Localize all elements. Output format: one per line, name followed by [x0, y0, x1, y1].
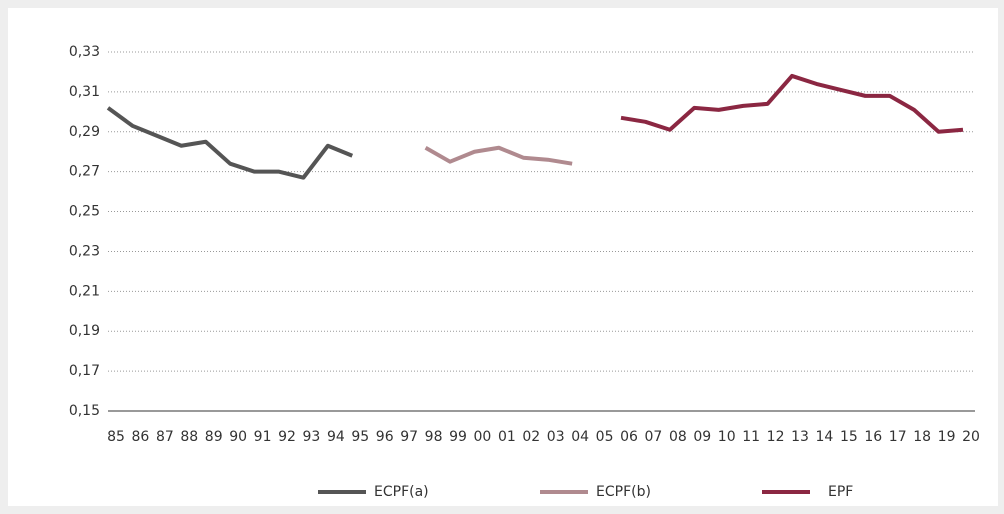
y-tick-label: 0,19: [69, 323, 100, 339]
x-tick-label: 06: [620, 429, 638, 445]
legend-label: ECPF(b): [596, 484, 651, 500]
x-tick-label: 02: [522, 429, 540, 445]
x-tick-label: 90: [229, 429, 247, 445]
x-tick-label: 17: [889, 429, 907, 445]
x-tick-label: 05: [596, 429, 614, 445]
series-line: [106, 106, 354, 180]
y-tick-label: 0,33: [69, 44, 100, 60]
y-tick-label: 0,15: [69, 403, 100, 419]
x-tick-label: 10: [718, 429, 736, 445]
x-tick-label: 94: [327, 429, 345, 445]
x-tick-label: 87: [156, 429, 174, 445]
y-tick-label: 0,21: [69, 283, 100, 299]
x-tick-label: 15: [840, 429, 858, 445]
x-tick-label: 08: [669, 429, 687, 445]
x-tick-label: 96: [376, 429, 394, 445]
x-tick-label: 91: [254, 429, 272, 445]
x-tick-label: 99: [449, 429, 467, 445]
x-tick-label: 14: [816, 429, 834, 445]
x-tick-label: 07: [645, 429, 663, 445]
x-tick-label: 12: [767, 429, 785, 445]
y-tick-label: 0,23: [69, 243, 100, 259]
x-tick-label: 89: [205, 429, 223, 445]
x-tick-label: 20: [962, 429, 980, 445]
x-tick-label: 01: [498, 429, 516, 445]
x-tick-label: 95: [351, 429, 369, 445]
series-line: [620, 73, 964, 134]
x-tick-label: 85: [107, 429, 125, 445]
x-tick-label: 00: [474, 429, 492, 445]
x-tick-label: 09: [693, 429, 711, 445]
x-tick-label: 11: [742, 429, 760, 445]
y-tick-label: 0,25: [69, 204, 100, 220]
x-tick-label: 92: [278, 429, 296, 445]
x-tick-label: 18: [913, 429, 931, 445]
legend-label: EPF: [828, 484, 853, 500]
y-tick-label: 0,29: [69, 124, 100, 140]
chart-background: [8, 8, 998, 506]
x-tick-label: 16: [864, 429, 882, 445]
x-tick-label: 97: [400, 429, 418, 445]
x-tick-label: 04: [571, 429, 589, 445]
x-tick-label: 86: [132, 429, 150, 445]
x-tick-label: 13: [791, 429, 809, 445]
x-tick-label: 03: [547, 429, 565, 445]
x-tick-label: 98: [425, 429, 443, 445]
legend-label: ECPF(a): [374, 484, 429, 500]
x-tick-label: 88: [180, 429, 198, 445]
y-tick-label: 0,31: [69, 84, 100, 100]
x-tick-label: 93: [303, 429, 321, 445]
series-line: [424, 145, 573, 166]
x-tick-label: 19: [938, 429, 956, 445]
y-tick-label: 0,27: [69, 164, 100, 180]
y-tick-label: 0,17: [69, 363, 100, 379]
